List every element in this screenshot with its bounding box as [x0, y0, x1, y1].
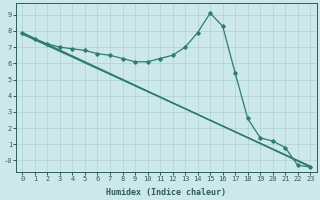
- X-axis label: Humidex (Indice chaleur): Humidex (Indice chaleur): [106, 188, 226, 197]
